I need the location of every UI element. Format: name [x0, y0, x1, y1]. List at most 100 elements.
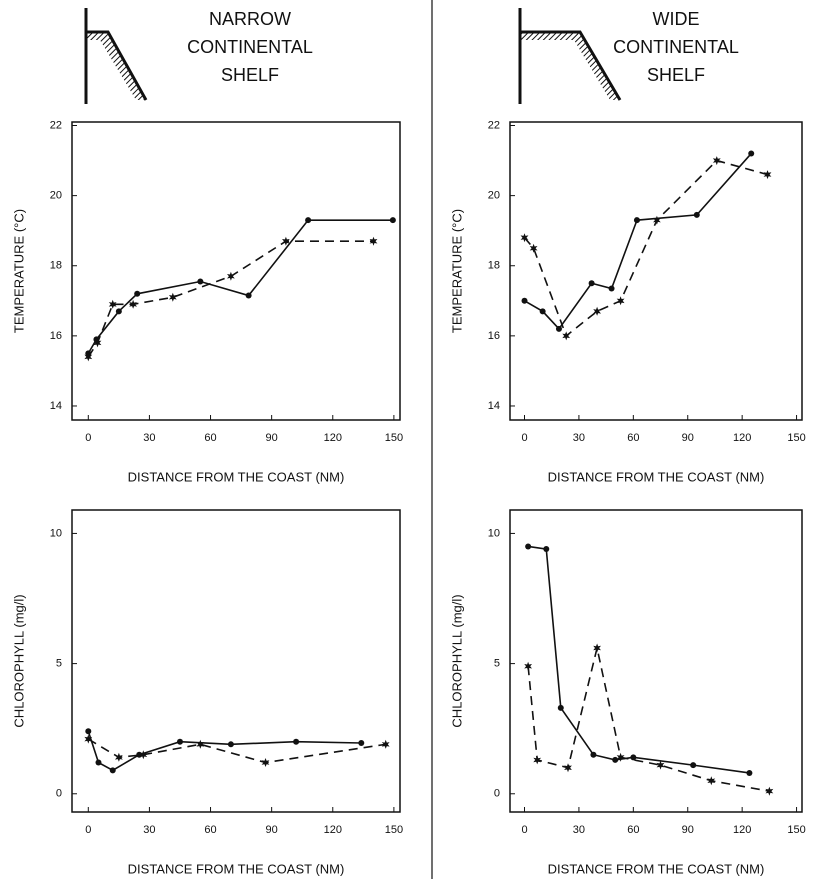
x-tick-label: 150 — [787, 824, 805, 836]
x-tick-label: 90 — [682, 824, 694, 836]
star-marker — [653, 215, 661, 225]
x-tick-label: 60 — [204, 432, 216, 444]
y-tick-label: 22 — [488, 119, 500, 131]
dot-marker — [590, 751, 597, 758]
dot-marker — [389, 217, 396, 224]
star-marker — [524, 661, 532, 671]
y-tick-label: 10 — [50, 527, 62, 539]
star-marker — [564, 763, 572, 773]
chart-panel: 0 30 60 90 120 150 0 5 10 DISTANCE FROM THE COAST… — [11, 509, 403, 876]
y-tick-label: 14 — [50, 400, 62, 412]
dot-marker — [293, 738, 300, 745]
dot-marker — [245, 292, 252, 299]
dot-marker — [557, 704, 564, 711]
x-axis-label: DISTANCE FROM THE COAST (NM) — [128, 861, 345, 876]
x-tick-label: 0 — [85, 824, 91, 836]
dot-marker — [358, 740, 365, 747]
x-tick-label: 120 — [733, 824, 751, 836]
series-line — [524, 153, 752, 331]
star-marker — [84, 352, 93, 362]
star-marker — [765, 786, 774, 796]
star-marker — [593, 643, 601, 653]
header-line: CONTINENTAL — [613, 37, 739, 57]
y-axis-label: CHLOROPHYLL (mg/l) — [11, 594, 26, 727]
y-tick-label: 5 — [494, 658, 500, 670]
star-marker — [616, 296, 625, 306]
star-marker — [616, 752, 625, 762]
header-line: SHELF — [221, 65, 279, 85]
star-marker — [139, 750, 148, 760]
plot-frame — [71, 509, 401, 813]
star-marker — [108, 299, 117, 309]
x-tick-label: 30 — [573, 824, 585, 836]
y-tick-label: 14 — [488, 400, 500, 412]
chart-panel: 0 30 60 90 120 150 14 16 18 20 22 DISTANCE FROM THE… — [11, 119, 403, 484]
star-marker — [115, 752, 123, 762]
x-tick-label: 30 — [143, 824, 155, 836]
star-marker — [593, 306, 601, 316]
star-marker — [529, 243, 538, 253]
y-tick-label: 20 — [50, 190, 62, 202]
dot-marker — [612, 756, 619, 763]
series-line — [523, 159, 768, 338]
star-marker — [381, 739, 390, 749]
header-right: WIDE CONTINENTAL SHELF — [613, 9, 739, 85]
header-line: WIDE — [653, 9, 700, 29]
header-line: CONTINENTAL — [187, 37, 313, 57]
y-tick-label: 10 — [488, 527, 500, 539]
dot-marker — [630, 754, 637, 761]
header-line: NARROW — [209, 9, 291, 29]
plot-frame — [71, 121, 401, 421]
star-marker — [533, 755, 542, 765]
star-marker — [520, 233, 529, 243]
x-tick-label: 60 — [627, 824, 639, 836]
x-tick-label: 150 — [787, 432, 805, 444]
star-marker — [763, 170, 772, 180]
x-tick-label: 120 — [733, 432, 751, 444]
dot-marker — [305, 217, 312, 224]
chart-panel: 0 30 60 90 120 150 14 16 18 20 22 DISTANCE FROM THE… — [449, 119, 805, 484]
narrow-shelf-icon — [84, 8, 148, 104]
y-tick-label: 0 — [56, 788, 62, 800]
x-axis-label: DISTANCE FROM THE COAST (NM) — [128, 469, 345, 484]
y-tick-label: 18 — [488, 260, 500, 272]
dot-marker — [588, 280, 595, 287]
x-tick-label: 60 — [204, 824, 216, 836]
x-tick-label: 60 — [627, 432, 639, 444]
x-tick-label: 90 — [266, 432, 278, 444]
y-tick-label: 5 — [56, 658, 62, 670]
x-tick-label: 120 — [324, 432, 342, 444]
dot-marker — [690, 762, 697, 769]
dot-marker — [85, 728, 92, 735]
header-line: SHELF — [647, 65, 705, 85]
star-marker — [84, 734, 93, 744]
x-tick-label: 90 — [682, 432, 694, 444]
x-tick-label: 150 — [385, 824, 403, 836]
plot-frame — [509, 509, 803, 813]
dot-marker — [176, 738, 183, 745]
series-line — [87, 219, 393, 354]
star-marker — [227, 271, 235, 281]
x-tick-label: 120 — [324, 824, 342, 836]
dot-marker — [555, 325, 562, 332]
series-line — [528, 545, 750, 774]
y-axis-label: CHLOROPHYLL (mg/l) — [449, 594, 464, 727]
star-marker — [707, 776, 716, 786]
dot-marker — [134, 290, 141, 297]
dot-marker — [746, 769, 753, 776]
dot-marker — [109, 767, 116, 774]
x-tick-label: 30 — [573, 432, 585, 444]
star-marker — [93, 338, 102, 348]
series-line — [87, 240, 374, 358]
dot-marker — [227, 741, 234, 748]
dot-marker — [543, 546, 550, 553]
plot-frame — [509, 121, 803, 421]
dot-marker — [748, 150, 755, 157]
dot-marker — [693, 211, 700, 218]
star-marker — [282, 236, 290, 246]
star-marker — [712, 156, 721, 166]
dot-marker — [197, 278, 204, 285]
y-tick-label: 22 — [50, 119, 62, 131]
dot-marker — [95, 759, 102, 766]
x-tick-label: 90 — [266, 824, 278, 836]
